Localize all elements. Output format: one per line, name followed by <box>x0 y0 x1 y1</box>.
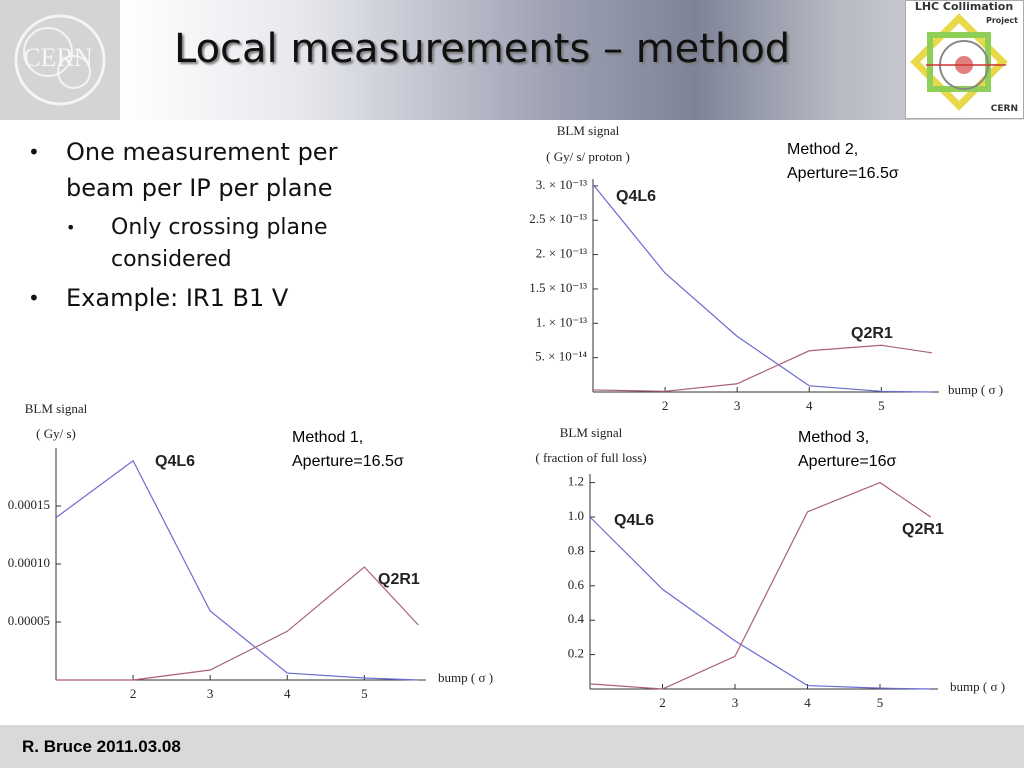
sub-bullet: Only crossing plane considered <box>66 212 388 276</box>
y-tick-label: 1.2 <box>568 474 584 489</box>
x-tick-label: 3 <box>207 686 214 701</box>
footer: R. Bruce 2011.03.08 <box>0 725 1024 768</box>
y-tick-label: 3. × 10⁻¹³ <box>536 177 587 192</box>
y-axis-unit: ( fraction of full loss) <box>535 450 646 465</box>
y-tick-label: 0.00010 <box>8 555 50 570</box>
series-line <box>56 566 419 681</box>
slide-title: Local measurements – method <box>174 26 791 72</box>
y-tick-label: 0.2 <box>568 646 584 661</box>
y-tick-label: 0.6 <box>568 577 585 592</box>
annotation: Aperture=16σ <box>798 453 897 470</box>
y-tick-label: 0.00015 <box>8 497 50 512</box>
y-tick-label: 0.00005 <box>8 613 50 628</box>
series-line <box>589 481 932 690</box>
series-line <box>592 184 932 393</box>
annotation: Aperture=16.5σ <box>787 165 899 182</box>
y-axis-unit: ( Gy/ s/ proton ) <box>546 149 630 164</box>
logo-text: LHC Collimation <box>915 1 1013 13</box>
bullet-list: One measurement per beam per IP per plan… <box>28 134 388 322</box>
x-tick-label: 2 <box>659 695 666 710</box>
x-axis-title: bump ( σ ) <box>950 679 1005 694</box>
x-tick-label: 4 <box>284 686 291 701</box>
collimation-logo: LHC Collimation Project CERN <box>905 0 1024 119</box>
series-label: Q2R1 <box>902 521 944 538</box>
x-tick-label: 3 <box>732 695 739 710</box>
series-label: Q4L6 <box>155 453 195 470</box>
header: CERN Local measurements – method LHC Col… <box>0 0 1024 120</box>
y-tick-label: 0.4 <box>568 611 585 626</box>
x-tick-label: 5 <box>361 686 368 701</box>
series-line <box>55 459 419 681</box>
y-axis-title: BLM signal <box>560 425 623 440</box>
annotation: Method 3, <box>798 429 869 446</box>
annotation: Method 1, <box>292 429 363 446</box>
logo-text: CERN <box>991 104 1018 114</box>
collimation-logo-graphic: LHC Collimation Project CERN <box>910 0 1018 114</box>
cern-logo: CERN <box>0 0 120 120</box>
y-tick-label: 0.8 <box>568 542 584 557</box>
series-label: Q2R1 <box>378 571 420 588</box>
logo-text: Project <box>986 16 1018 25</box>
y-axis-title: BLM signal <box>25 401 88 416</box>
series-label: Q4L6 <box>614 512 654 529</box>
series-line <box>589 516 931 690</box>
y-tick-label: 2.5 × 10⁻¹³ <box>529 211 587 226</box>
footer-text: R. Bruce 2011.03.08 <box>22 737 181 756</box>
x-axis-title: bump ( σ ) <box>438 670 493 685</box>
series-label: Q4L6 <box>616 188 656 205</box>
series-label: Q2R1 <box>851 325 893 342</box>
annotation: Aperture=16.5σ <box>292 453 404 470</box>
y-tick-label: 5. × 10⁻¹⁴ <box>535 349 587 364</box>
y-tick-label: 1.5 × 10⁻¹³ <box>529 280 587 295</box>
x-tick-label: 4 <box>804 695 811 710</box>
bullet: One measurement per beam per IP per plan… <box>28 134 388 206</box>
x-tick-label: 2 <box>130 686 137 701</box>
y-tick-label: 1. × 10⁻¹³ <box>536 314 587 329</box>
y-axis-unit: ( Gy/ s) <box>36 426 76 441</box>
x-tick-label: 5 <box>877 695 884 710</box>
annotation: Method 2, <box>787 141 858 158</box>
x-tick-label: 4 <box>806 398 813 413</box>
y-tick-label: 1.0 <box>568 508 584 523</box>
x-tick-label: 2 <box>662 398 669 413</box>
bullet: Example: IR1 B1 V <box>28 280 388 316</box>
x-tick-label: 5 <box>878 398 885 413</box>
y-tick-label: 2. × 10⁻¹³ <box>536 246 587 261</box>
cern-logo-graphic: CERN <box>14 14 106 106</box>
series-line <box>592 344 932 392</box>
charts: 3. × 10⁻¹³ 2.5 × 10⁻¹³ 2. × 10⁻¹³ 1.5 × 10⁻… <box>8 123 1005 710</box>
x-axis-title: bump ( σ ) <box>948 382 1003 397</box>
logo-text: CERN <box>23 43 93 72</box>
x-tick-label: 3 <box>734 398 741 413</box>
y-axis-title: BLM signal <box>557 123 620 138</box>
